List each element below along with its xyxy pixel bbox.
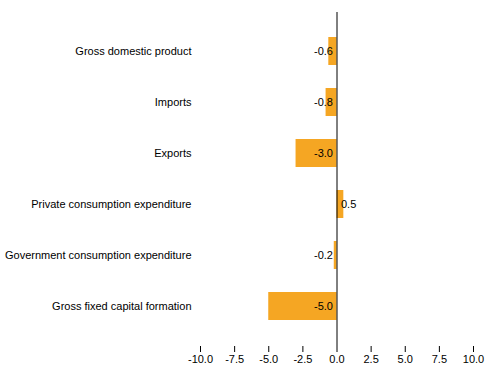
svg-text:-0.8: -0.8 bbox=[314, 96, 333, 108]
svg-text:-0.2: -0.2 bbox=[314, 249, 333, 261]
svg-text:Gross domestic product: Gross domestic product bbox=[75, 45, 191, 57]
svg-text:-7.5: -7.5 bbox=[225, 353, 244, 365]
svg-text:-3.0: -3.0 bbox=[314, 147, 333, 159]
svg-text:7.5: 7.5 bbox=[432, 353, 447, 365]
svg-text:0.5: 0.5 bbox=[341, 198, 356, 210]
svg-text:Exports: Exports bbox=[154, 147, 192, 159]
svg-text:-5.0: -5.0 bbox=[259, 353, 278, 365]
svg-text:-2.5: -2.5 bbox=[293, 353, 312, 365]
svg-text:Private consumption expenditur: Private consumption expenditure bbox=[31, 198, 191, 210]
svg-text:-0.6: -0.6 bbox=[314, 45, 333, 57]
svg-text:-10.0: -10.0 bbox=[188, 353, 213, 365]
svg-text:5.0: 5.0 bbox=[398, 353, 413, 365]
svg-text:0.0: 0.0 bbox=[329, 353, 344, 365]
svg-text:Imports: Imports bbox=[155, 96, 192, 108]
svg-text:2.5: 2.5 bbox=[363, 353, 378, 365]
svg-text:10.0: 10.0 bbox=[463, 353, 484, 365]
svg-text:Government consumption expendi: Government consumption expenditure bbox=[5, 249, 192, 261]
svg-text:Gross fixed capital formation: Gross fixed capital formation bbox=[52, 300, 191, 312]
svg-text:-5.0: -5.0 bbox=[314, 300, 333, 312]
